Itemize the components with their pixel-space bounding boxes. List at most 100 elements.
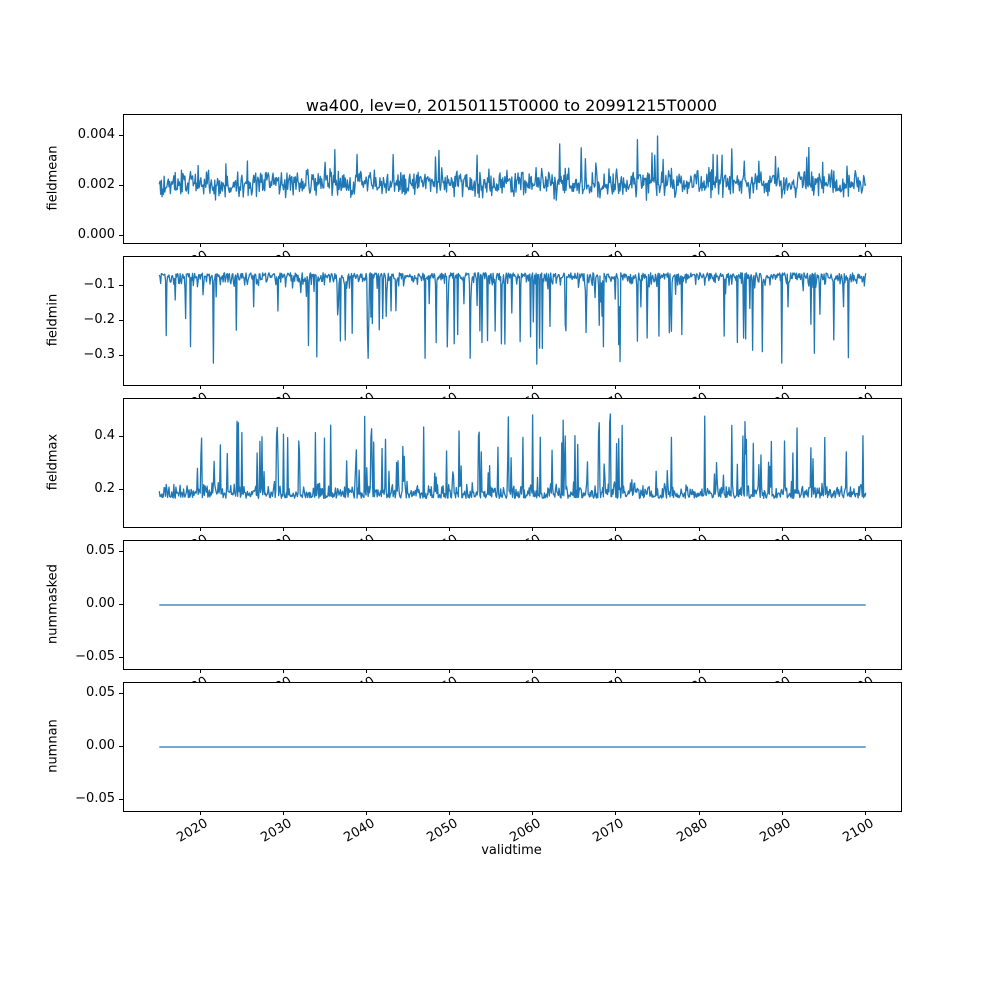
x-tick-label: 2100 [840, 816, 877, 846]
x-tick-mark [532, 669, 534, 673]
x-tick-label: 2050 [424, 248, 460, 256]
x-tick-label: 2050 [424, 532, 460, 540]
x-tick-label: 2100 [840, 532, 876, 540]
y-tick-label: 0.004 [77, 127, 115, 142]
plot-area-nummasked [159, 604, 866, 606]
x-tick-label: 2030 [258, 674, 294, 682]
y-tick-label: 0.2 [94, 480, 115, 496]
y-tick-label: −0.05 [75, 648, 115, 664]
x-tick-mark [532, 243, 534, 247]
x-tick-mark [365, 669, 367, 673]
y-tick-mark [119, 435, 123, 437]
x-tick-label: 2100 [840, 248, 876, 256]
x-tick-mark [365, 811, 367, 815]
x-tick-label: 2060 [507, 816, 544, 846]
x-tick-mark [449, 811, 451, 815]
y-axis-label-fieldmean: fieldmean [45, 145, 61, 211]
x-tick-mark [449, 243, 451, 247]
x-tick-label: 2060 [508, 390, 544, 398]
x-tick-label: 2060 [508, 674, 544, 682]
x-axis-label: validtime [481, 843, 542, 858]
series-line-fieldmax [158, 413, 867, 500]
series-line-fieldmin [158, 272, 867, 365]
x-tick-label: 2100 [840, 390, 876, 398]
chart-title: wa400, lev=0, 20150115T0000 to 20991215T… [305, 96, 718, 115]
x-tick-label: 2090 [757, 532, 793, 540]
x-tick-label: 2020 [175, 248, 211, 256]
plot-area-fieldmax [158, 413, 867, 500]
x-tick-mark [615, 527, 617, 531]
x-tick-mark [698, 669, 700, 673]
axes-fieldmax [123, 398, 902, 528]
x-tick-label: 2070 [591, 390, 627, 398]
x-tick-label: 2070 [591, 532, 627, 540]
x-tick-label: 2020 [175, 674, 211, 682]
x-tick-label: 2070 [591, 248, 627, 256]
x-tick-label: 2030 [258, 816, 295, 846]
y-axis-label-fieldmax: fieldmax [45, 433, 61, 491]
plot-area-fieldmean [158, 135, 867, 201]
clipped-xtick-strip: 2020 2030 2040 2050 2060 2070 2080 2090 2100 [0, 385, 1000, 398]
x-tick-label: 2080 [674, 532, 710, 540]
x-tick-label: 2080 [674, 248, 710, 256]
x-tick-mark [449, 669, 451, 673]
x-tick-label: 2030 [258, 532, 294, 540]
x-tick-mark [282, 669, 284, 673]
y-tick-label: 0.4 [94, 427, 115, 443]
y-axis-label-fieldmin: fieldmin [45, 293, 61, 347]
y-tick-mark [119, 285, 123, 287]
x-tick-label: 2020 [175, 390, 211, 398]
x-tick-label: 2070 [590, 816, 627, 846]
y-tick-mark [119, 656, 123, 658]
x-tick-mark [282, 243, 284, 247]
x-tick-mark [781, 385, 783, 389]
y-axis-label-nummasked: nummasked [45, 564, 61, 644]
x-tick-mark [615, 385, 617, 389]
x-tick-mark [282, 385, 284, 389]
x-tick-label: 2070 [591, 674, 627, 682]
plot-area-numnan [159, 746, 866, 748]
y-tick-mark [119, 320, 123, 321]
x-tick-mark [698, 243, 700, 247]
clipped-xtick-strip: 2020 2030 2040 2050 2060 2070 2080 2090 2100 [0, 669, 1000, 682]
x-tick-mark [282, 811, 284, 815]
x-tick-label: 2020 [175, 532, 211, 540]
axes-fieldmean [123, 114, 902, 244]
clipped-xtick-strip: 2020 2030 2040 2050 2060 2070 2080 2090 2100 [0, 243, 1000, 256]
x-tick-mark [781, 527, 783, 531]
x-tick-label: 2080 [674, 674, 710, 682]
x-tick-mark [199, 385, 201, 389]
x-tick-label: 2040 [341, 674, 377, 682]
x-tick-label: 2050 [424, 674, 460, 682]
x-tick-mark [865, 811, 867, 815]
x-tick-label: 2050 [424, 390, 460, 398]
x-tick-mark [781, 243, 783, 247]
y-tick-mark [119, 185, 123, 186]
x-tick-mark [865, 385, 867, 389]
y-tick-mark [119, 604, 123, 605]
x-tick-mark [532, 527, 534, 531]
x-tick-label: 2100 [840, 674, 876, 682]
x-tick-label: 2050 [424, 816, 461, 846]
y-tick-mark [119, 693, 123, 695]
y-tick-mark [119, 488, 123, 490]
y-tick-mark [119, 551, 123, 553]
plot-area-fieldmin [158, 272, 867, 365]
x-tick-label: 2060 [508, 532, 544, 540]
x-tick-label: 2020 [174, 816, 212, 846]
x-tick-mark [365, 385, 367, 389]
series-line-fieldmean [158, 135, 867, 201]
clipped-xtick-strip: 2020 2030 2040 2050 2060 2070 2080 2090 2100 [0, 527, 1000, 540]
x-tick-mark [365, 243, 367, 247]
x-tick-mark [865, 669, 867, 673]
x-tick-mark [449, 527, 451, 531]
x-tick-mark [532, 385, 534, 389]
axes-fieldmin [123, 256, 902, 386]
x-tick-label: 2060 [508, 248, 544, 256]
x-tick-mark [365, 527, 367, 531]
y-tick-mark [119, 235, 123, 236]
x-tick-mark [615, 243, 617, 247]
y-tick-mark [119, 798, 123, 800]
x-tick-mark [199, 811, 201, 815]
y-tick-mark [119, 354, 123, 356]
